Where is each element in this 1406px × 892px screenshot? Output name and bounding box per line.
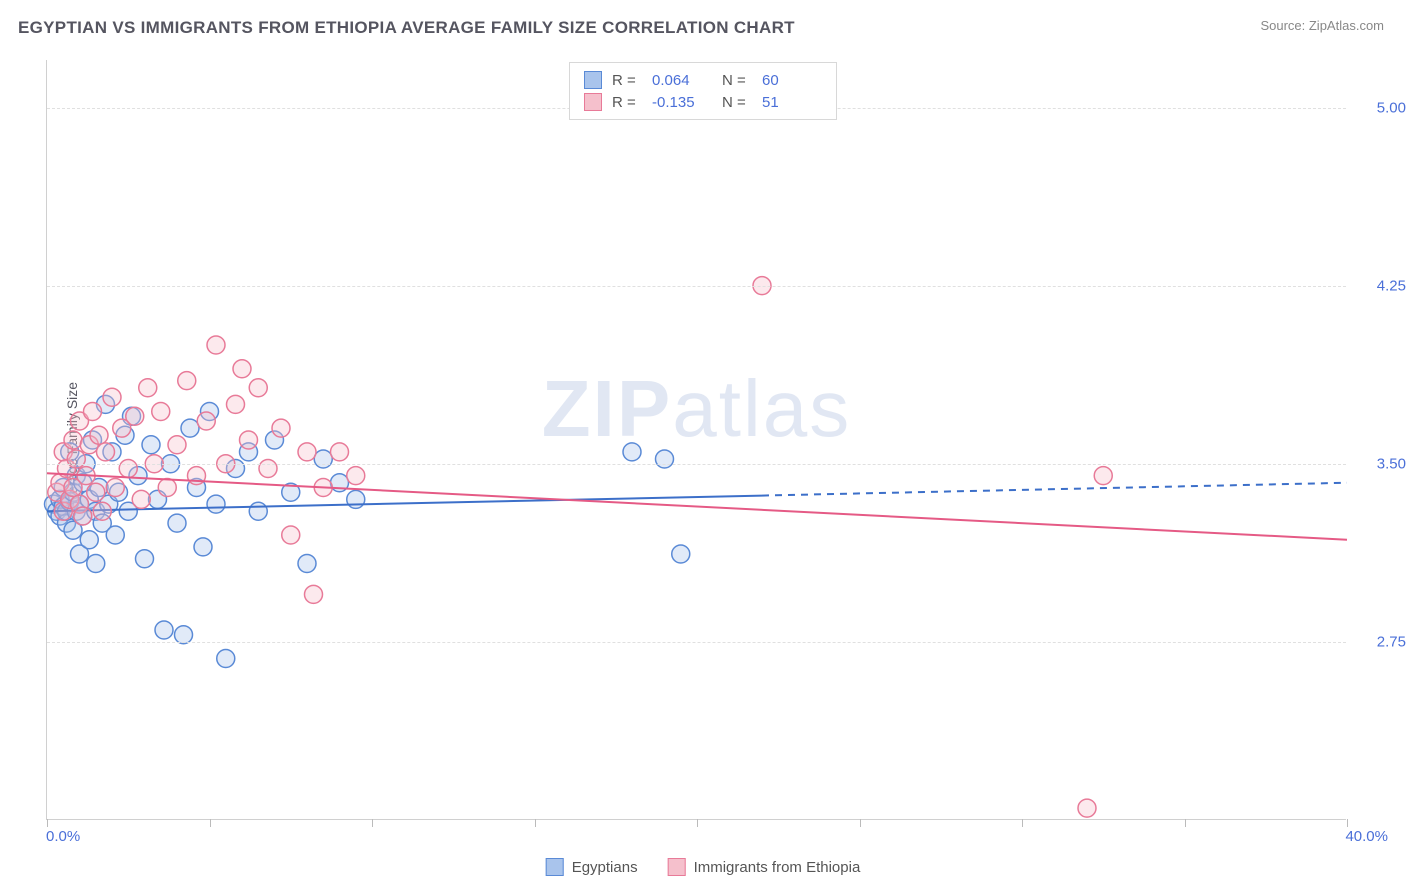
correlation-legend: R = 0.064 N = 60 R = -0.135 N = 51 <box>569 62 837 120</box>
y-tick-label: 3.50 <box>1356 455 1406 472</box>
data-point <box>1094 467 1112 485</box>
x-tick-mark <box>860 819 861 827</box>
data-point <box>282 526 300 544</box>
data-point <box>227 395 245 413</box>
series-legend: Egyptians Immigrants from Ethiopia <box>546 858 861 876</box>
data-point <box>74 507 92 525</box>
n-label: N = <box>722 94 752 111</box>
x-axis-min-label: 0.0% <box>46 828 80 845</box>
data-point <box>194 538 212 556</box>
data-point <box>207 336 225 354</box>
r-label: R = <box>612 94 642 111</box>
data-point <box>207 495 225 513</box>
y-tick-label: 4.25 <box>1356 277 1406 294</box>
data-point <box>178 372 196 390</box>
data-point <box>119 460 137 478</box>
data-point <box>106 526 124 544</box>
data-point <box>103 388 121 406</box>
data-point <box>106 479 124 497</box>
data-point <box>93 502 111 520</box>
y-tick-label: 2.75 <box>1356 633 1406 650</box>
source-label: Source: ZipAtlas.com <box>1260 18 1384 33</box>
legend-label: Egyptians <box>572 859 638 876</box>
r-value: 0.064 <box>652 72 712 89</box>
data-point <box>331 443 349 461</box>
data-point <box>249 379 267 397</box>
legend-label: Immigrants from Ethiopia <box>694 859 861 876</box>
legend-swatch <box>546 858 564 876</box>
r-value: -0.135 <box>652 94 712 111</box>
legend-item: Egyptians <box>546 858 638 876</box>
data-point <box>1078 799 1096 817</box>
legend-item: Immigrants from Ethiopia <box>668 858 861 876</box>
legend-swatch <box>584 71 602 89</box>
x-tick-mark <box>535 819 536 827</box>
data-point <box>152 403 170 421</box>
data-point <box>249 502 267 520</box>
data-point <box>623 443 641 461</box>
gridline <box>47 642 1346 643</box>
data-point <box>136 550 154 568</box>
data-point <box>272 419 290 437</box>
x-tick-mark <box>210 819 211 827</box>
data-point <box>84 403 102 421</box>
data-point <box>305 585 323 603</box>
legend-swatch <box>668 858 686 876</box>
data-point <box>87 555 105 573</box>
data-point <box>90 426 108 444</box>
chart-area: ZIPatlas 2.753.504.255.00 <box>46 60 1346 820</box>
n-value: 51 <box>762 94 822 111</box>
x-tick-mark <box>697 819 698 827</box>
data-point <box>158 479 176 497</box>
data-point <box>233 360 251 378</box>
gridline <box>47 464 1346 465</box>
data-point <box>142 436 160 454</box>
data-point <box>197 412 215 430</box>
legend-swatch <box>584 93 602 111</box>
data-point <box>240 431 258 449</box>
data-point <box>87 483 105 501</box>
data-point <box>298 555 316 573</box>
data-point <box>139 379 157 397</box>
x-tick-mark <box>372 819 373 827</box>
data-point <box>132 490 150 508</box>
data-point <box>168 514 186 532</box>
r-label: R = <box>612 72 642 89</box>
data-point <box>80 531 98 549</box>
data-point <box>298 443 316 461</box>
data-point <box>347 467 365 485</box>
n-value: 60 <box>762 72 822 89</box>
data-point <box>347 490 365 508</box>
x-tick-mark <box>1185 819 1186 827</box>
data-point <box>64 431 82 449</box>
trend-line-dashed <box>762 483 1347 496</box>
data-point <box>217 650 235 668</box>
legend-row: R = 0.064 N = 60 <box>584 69 822 91</box>
data-point <box>97 443 115 461</box>
x-tick-mark <box>1347 819 1348 827</box>
page-title: EGYPTIAN VS IMMIGRANTS FROM ETHIOPIA AVE… <box>18 18 795 38</box>
data-point <box>168 436 186 454</box>
data-point <box>181 419 199 437</box>
data-point <box>314 450 332 468</box>
data-point <box>155 621 173 639</box>
gridline <box>47 286 1346 287</box>
x-axis-max-label: 40.0% <box>1345 828 1388 845</box>
data-point <box>259 460 277 478</box>
data-point <box>126 407 144 425</box>
data-point <box>672 545 690 563</box>
x-tick-mark <box>47 819 48 827</box>
scatter-plot <box>47 60 1346 819</box>
x-tick-mark <box>1022 819 1023 827</box>
data-point <box>656 450 674 468</box>
n-label: N = <box>722 72 752 89</box>
legend-row: R = -0.135 N = 51 <box>584 91 822 113</box>
data-point <box>67 450 85 468</box>
y-tick-label: 5.00 <box>1356 99 1406 116</box>
